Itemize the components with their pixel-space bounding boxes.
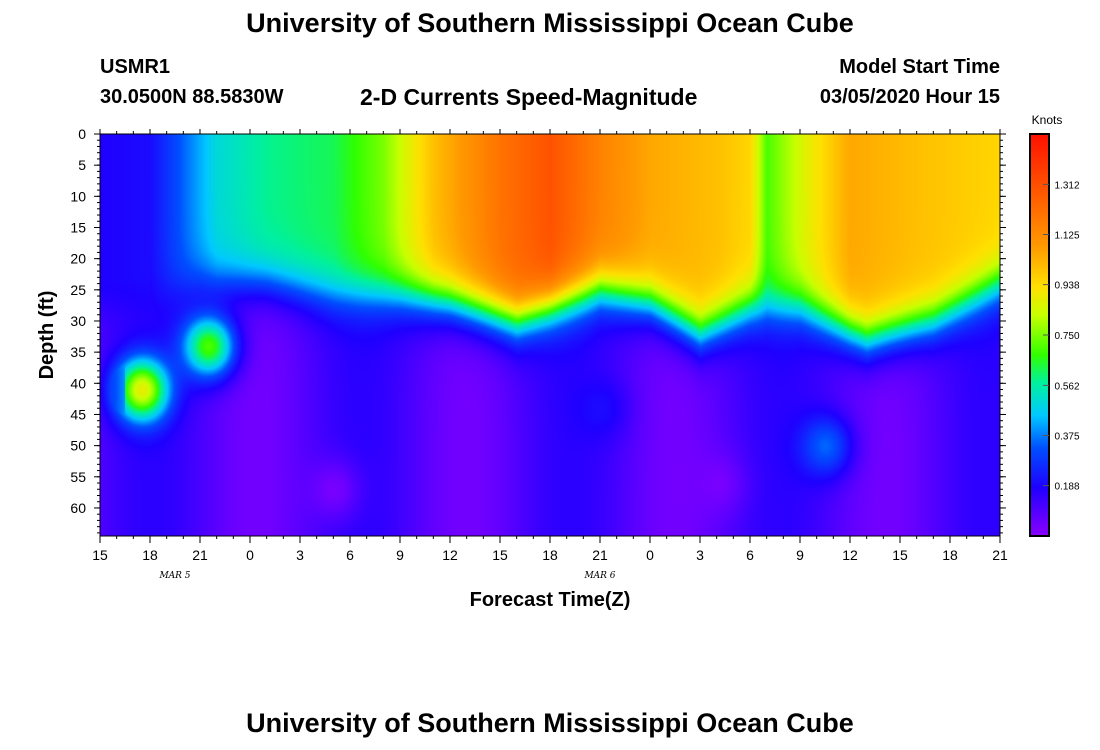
y-tick-label: 35: [70, 344, 86, 360]
x-tick-label: 15: [92, 547, 108, 563]
x-tick-label: 21: [192, 547, 208, 563]
colorbar-tick-label: 1.125: [1054, 231, 1079, 242]
colorbar-tick-label: 0.375: [1054, 432, 1079, 443]
y-tick-label: 60: [70, 500, 86, 516]
x-tick-label: 6: [346, 547, 354, 563]
x-tick-label: 9: [396, 547, 404, 563]
heatmap-image: [100, 134, 1000, 536]
colorbar-label: Knots: [1032, 113, 1063, 127]
x-tick-label: 0: [246, 547, 254, 563]
footer-title: University of Southern Mississippi Ocean…: [246, 708, 854, 738]
y-tick-label: 45: [70, 406, 86, 422]
colorbar-tick-label: 0.750: [1054, 331, 1079, 342]
plot-title: 2-D Currents Speed-Magnitude: [360, 84, 698, 110]
x-tick-label: 12: [442, 547, 458, 563]
x-tick-label: 21: [592, 547, 608, 563]
y-tick-label: 10: [70, 188, 86, 204]
y-tick-label: 0: [78, 126, 86, 142]
x-tick-label: 15: [492, 547, 508, 563]
y-tick-label: 55: [70, 469, 86, 485]
y-tick-label: 5: [78, 157, 86, 173]
y-tick-label: 25: [70, 282, 86, 298]
x-tick-label: 18: [942, 547, 958, 563]
colorbar-tick-label: 1.312: [1054, 180, 1079, 191]
x-tick-label: 18: [142, 547, 158, 563]
page-title: University of Southern Mississippi Ocean…: [246, 8, 854, 38]
x-tick-label: 9: [796, 547, 804, 563]
date-label: MAR 6: [583, 571, 615, 581]
x-tick-label: 12: [842, 547, 858, 563]
x-tick-label: 21: [992, 547, 1008, 563]
model-start-label: Model Start Time: [839, 56, 1000, 78]
y-tick-label: 20: [70, 251, 86, 267]
y-axis-label: Depth (ft): [36, 291, 58, 380]
y-tick-label: 30: [70, 313, 86, 329]
colorbar-tick-label: 0.562: [1054, 381, 1079, 392]
y-tick-label: 50: [70, 438, 86, 454]
x-tick-label: 6: [746, 547, 754, 563]
x-tick-label: 3: [296, 547, 304, 563]
x-axis-label: Forecast Time(Z): [470, 589, 631, 611]
date-label: MAR 5: [158, 571, 190, 581]
y-tick-label: 15: [70, 219, 86, 235]
station-id: USMR1: [100, 56, 171, 78]
colorbar-tick-label: 0.188: [1054, 482, 1079, 493]
station-coords: 30.0500N 88.5830W: [100, 86, 284, 108]
x-tick-label: 18: [542, 547, 558, 563]
x-tick-label: 0: [646, 547, 654, 563]
x-tick-label: 3: [696, 547, 704, 563]
model-start-value: 03/05/2020 Hour 15: [819, 86, 1000, 108]
y-tick-label: 40: [70, 375, 86, 391]
x-tick-label: 15: [892, 547, 908, 563]
colorbar-tick-label: 0.938: [1054, 281, 1079, 292]
